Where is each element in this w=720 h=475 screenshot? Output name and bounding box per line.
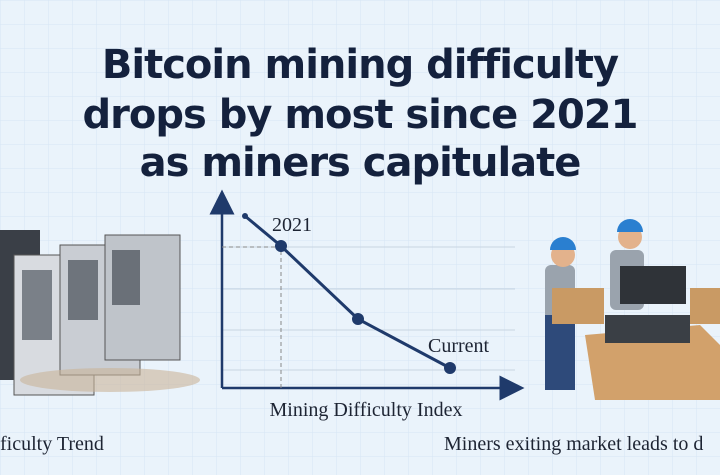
title-line: drops by most since 2021 xyxy=(83,92,638,138)
title-line: as miners capitulate xyxy=(140,140,581,186)
title: Bitcoin mining difficulty drops by most … xyxy=(83,42,639,186)
servers xyxy=(0,230,200,396)
caption: Miners exiting market leads to d xyxy=(444,433,703,455)
point-label: Current xyxy=(428,335,490,357)
workers xyxy=(545,219,720,400)
title-line: Bitcoin mining difficulty xyxy=(102,42,619,88)
point-label: 2021 xyxy=(272,214,312,236)
caption: ficulty Trend xyxy=(0,433,104,455)
axis-label: Mining Difficulty Index xyxy=(270,399,463,421)
line-diagram: 2021 Current Mining Difficulty Index xyxy=(209,189,525,421)
